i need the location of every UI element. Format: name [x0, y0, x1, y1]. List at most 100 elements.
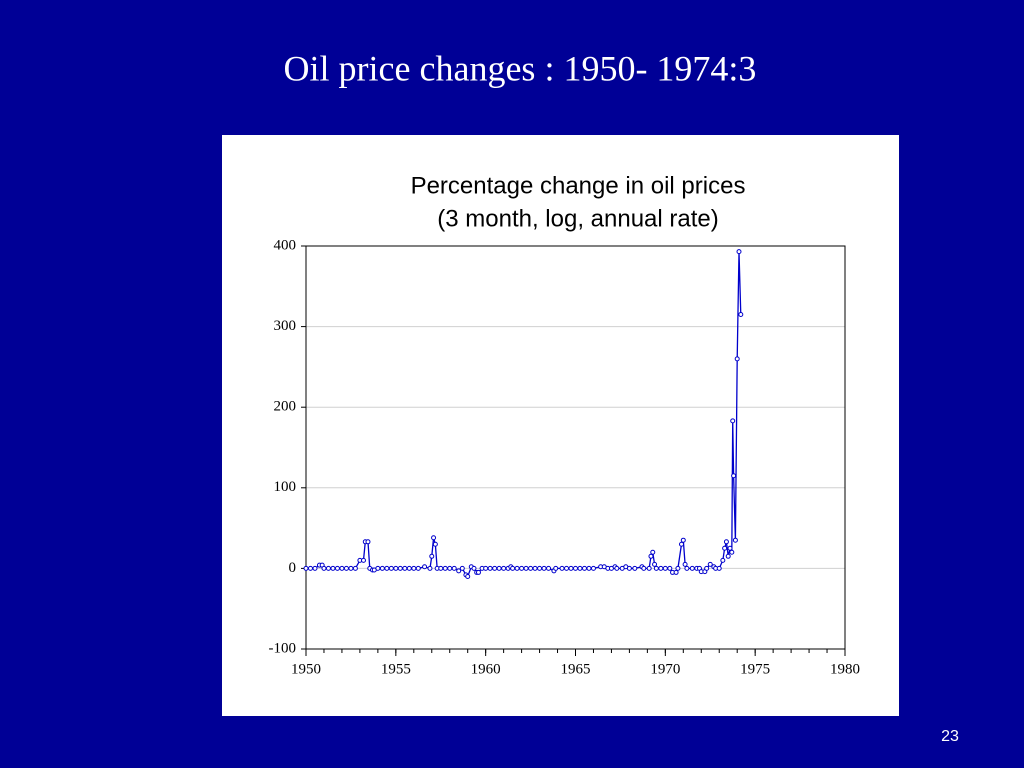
data-point	[586, 565, 592, 571]
data-point	[632, 565, 638, 571]
data-point	[352, 565, 358, 571]
x-tick-label: 1960	[471, 661, 501, 677]
y-tick-label: 100	[274, 479, 297, 495]
data-point	[471, 565, 477, 571]
data-point	[673, 569, 679, 575]
data-point	[303, 565, 309, 571]
data-point	[734, 356, 740, 362]
chart-subtitle: (3 month, log, annual rate)	[437, 205, 719, 232]
data-point	[528, 565, 534, 571]
data-point	[487, 565, 493, 571]
data-point	[707, 561, 713, 567]
data-point	[523, 565, 529, 571]
data-point	[411, 565, 417, 571]
data-point	[384, 565, 390, 571]
data-point	[307, 565, 313, 571]
data-point	[360, 557, 366, 563]
data-point	[727, 545, 733, 551]
data-point	[431, 535, 437, 541]
data-point	[343, 565, 349, 571]
data-point	[648, 553, 654, 559]
data-point	[406, 565, 412, 571]
data-point	[397, 565, 403, 571]
data-point	[422, 564, 428, 570]
page-number: 23	[941, 728, 959, 745]
data-point	[393, 565, 399, 571]
plot: -100 0 100 200 300 400 1950 1955 1960 1965 1970 197…	[269, 237, 861, 677]
data-point	[325, 565, 331, 571]
data-point	[475, 569, 481, 575]
data-point	[731, 473, 737, 479]
data-point	[653, 565, 659, 571]
data-point	[348, 565, 354, 571]
y-tick-label: -100	[269, 640, 297, 656]
data-point	[510, 565, 516, 571]
data-point	[577, 565, 583, 571]
data-point	[402, 565, 408, 571]
data-point	[553, 565, 559, 571]
data-point	[732, 537, 738, 543]
data-point	[442, 565, 448, 571]
data-point	[614, 565, 620, 571]
data-point	[330, 565, 336, 571]
data-point	[365, 539, 371, 545]
data-point	[650, 549, 656, 555]
y-tick-label: 400	[274, 237, 297, 253]
data-point	[626, 565, 632, 571]
data-point	[519, 565, 525, 571]
x-tick-label: 1950	[291, 661, 321, 677]
chart-panel	[222, 135, 899, 716]
data-point	[427, 565, 433, 571]
data-point	[581, 565, 587, 571]
data-point	[496, 565, 502, 571]
data-point	[679, 541, 685, 547]
data-point	[321, 565, 327, 571]
data-point	[725, 553, 731, 559]
x-tick-label: 1975	[740, 661, 770, 677]
data-point	[736, 249, 742, 255]
data-point	[568, 565, 574, 571]
data-point	[429, 553, 435, 559]
data-point	[447, 565, 453, 571]
data-point	[641, 565, 647, 571]
data-point	[415, 565, 421, 571]
data-point	[492, 565, 498, 571]
y-tick-label: 200	[274, 399, 297, 415]
data-point	[729, 549, 735, 555]
plot-frame	[305, 245, 846, 650]
data-point	[564, 565, 570, 571]
data-point	[537, 565, 543, 571]
data-point	[704, 565, 710, 571]
slide-title: Oil price changes : 1950- 1974:3	[284, 48, 757, 88]
data-point	[682, 561, 688, 567]
data-point	[541, 565, 547, 571]
x-tick-label: 1965	[561, 661, 591, 677]
data-point	[667, 565, 673, 571]
data-point	[675, 565, 681, 571]
data-point	[684, 565, 690, 571]
data-point	[646, 565, 652, 571]
data-point	[730, 418, 736, 424]
data-point	[720, 557, 726, 563]
data-point	[312, 565, 318, 571]
data-point	[738, 312, 744, 318]
data-point	[456, 568, 462, 574]
data-point	[689, 565, 695, 571]
data-point	[375, 565, 381, 571]
data-point	[662, 565, 668, 571]
data-point	[590, 565, 596, 571]
data-point	[652, 561, 658, 567]
x-tick-label: 1955	[381, 661, 411, 677]
data-point	[559, 565, 565, 571]
data-point	[379, 565, 385, 571]
data-point	[465, 573, 471, 579]
data-point	[483, 565, 489, 571]
data-point	[459, 565, 465, 571]
data-point	[451, 565, 457, 571]
y-tick-label: 0	[289, 560, 297, 576]
data-point	[501, 565, 507, 571]
data-point	[723, 539, 729, 545]
data-point	[514, 565, 520, 571]
data-point	[716, 565, 722, 571]
